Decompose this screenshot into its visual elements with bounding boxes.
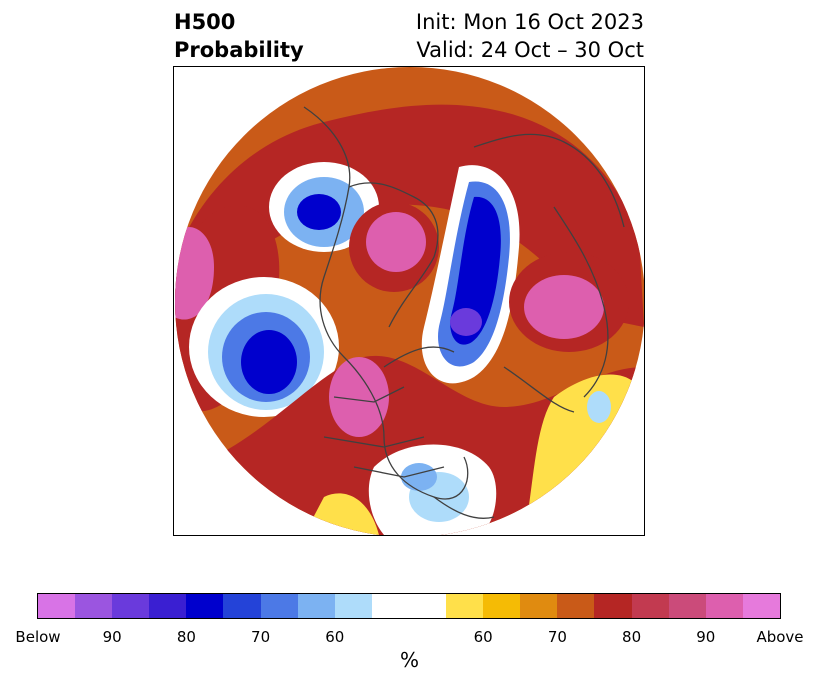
colorbar-segment (75, 594, 113, 618)
colorbar-segment (112, 594, 150, 618)
colorbar-segment (260, 594, 298, 618)
colorbar-tick-label: 90 (696, 628, 716, 646)
map-title: H500 Probability (174, 8, 304, 64)
colorbar-segment (483, 594, 521, 618)
valid-range: Valid: 24 Oct – 30 Oct (416, 38, 644, 62)
colorbar-tick-label: 60 (325, 628, 345, 646)
above-max-center (366, 212, 426, 272)
above-max-west (175, 227, 214, 320)
colorbar-segment (334, 594, 372, 618)
above-max-east (524, 275, 604, 339)
init-date: Init: Mon 16 Oct 2023 (415, 10, 644, 34)
colorbar-segment (297, 594, 335, 618)
colorbar-tick-label: 70 (547, 628, 567, 646)
below-mid-south (401, 463, 437, 491)
below-light-se (587, 391, 611, 423)
colorbar-segment (186, 594, 224, 618)
colorbar (37, 593, 781, 619)
colorbar-segment (520, 594, 558, 618)
colorbar-ticks: Below 90 80 70 60 60 70 80 90 Above (0, 628, 819, 648)
coastlines (303, 106, 625, 519)
colorbar-segment (594, 594, 632, 618)
probability-map (173, 66, 645, 536)
below-strong-west (241, 330, 297, 394)
below-strong-nw (297, 194, 341, 230)
colorbar-segment (223, 594, 261, 618)
colorbar-segment (371, 594, 409, 618)
colorbar-segment (705, 594, 743, 618)
above-max-south (329, 357, 389, 437)
colorbar-tick-label: 70 (251, 628, 271, 646)
below-core-polar (450, 308, 482, 336)
map-dates: Init: Mon 16 Oct 2023 Valid: 24 Oct – 30… (416, 8, 644, 64)
colorbar-segment (557, 594, 595, 618)
below-strong-polar (450, 196, 501, 345)
colorbar-tick-label: 90 (102, 628, 122, 646)
title-product: Probability (174, 38, 304, 62)
title-variable: H500 (174, 10, 236, 34)
colorbar-segment (408, 594, 447, 618)
polar-map-svg (175, 67, 644, 535)
above-zone-north (184, 104, 644, 327)
colorbar-segment (742, 594, 780, 618)
colorbar-tick-label: Above (756, 628, 804, 646)
colorbar-tick-label: 80 (622, 628, 642, 646)
colorbar-segment (38, 594, 76, 618)
colorbar-tick-label: 80 (176, 628, 196, 646)
above-zone-south (175, 355, 644, 535)
colorbar-segment (446, 594, 484, 618)
colorbar-segment (668, 594, 706, 618)
colorbar-tick-label: Below (15, 628, 61, 646)
colorbar-segment (631, 594, 669, 618)
colorbar-tick-label: 60 (473, 628, 493, 646)
colorbar-segment (149, 594, 187, 618)
colorbar-unit: % (399, 648, 419, 672)
